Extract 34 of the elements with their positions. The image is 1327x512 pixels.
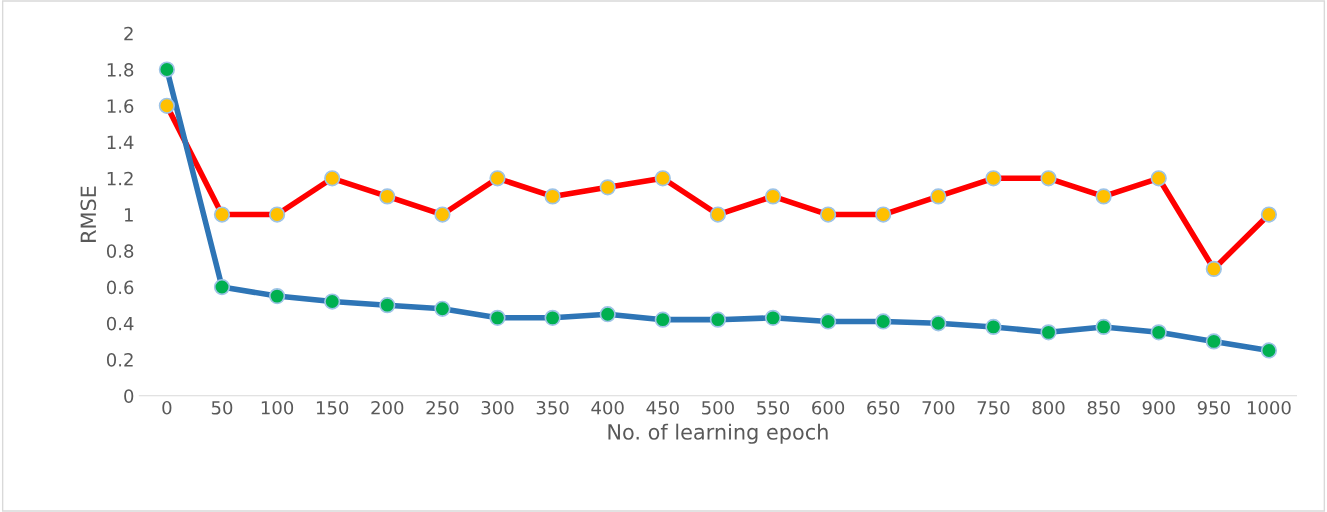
y-tick-label: 1.4 xyxy=(107,135,134,149)
x-tick-label: 650 xyxy=(867,400,900,415)
x-tick-label: 800 xyxy=(1032,400,1065,415)
x-tick-label: 50 xyxy=(211,400,233,415)
y-tick-label: 1 xyxy=(124,208,133,222)
y-tick-label: 0.4 xyxy=(106,316,134,331)
y-tick-label: 0 xyxy=(124,389,134,403)
y-tick-label: 0.2 xyxy=(106,352,133,367)
y-tick-label: 1.6 xyxy=(107,99,134,113)
y-tick-label: 1.2 xyxy=(107,171,133,186)
x-tick-label: 950 xyxy=(1197,400,1230,415)
y-tick-label: 1.8 xyxy=(107,62,134,77)
x-tick-label: 200 xyxy=(371,400,404,415)
y-tick-label: 2 xyxy=(124,26,133,41)
x-tick-label: 0 xyxy=(162,400,172,415)
y-axis-title: RMSE xyxy=(80,186,97,242)
x-tick-label: 150 xyxy=(316,400,349,415)
x-tick-label: 500 xyxy=(702,400,734,415)
y-tick-label: 0.8 xyxy=(106,244,134,258)
x-tick-label: 350 xyxy=(536,400,569,415)
x-tick-label: 1000 xyxy=(1247,400,1291,415)
x-tick-label: 400 xyxy=(591,400,624,415)
x-tick-label: 850 xyxy=(1087,400,1120,415)
x-tick-label: 750 xyxy=(977,400,1010,415)
x-tick-label: 300 xyxy=(481,400,514,415)
x-tick-label: 700 xyxy=(922,400,955,415)
y-tick-label: 0.6 xyxy=(106,280,134,295)
x-axis-title: No. of learning epoch xyxy=(608,423,828,444)
x-tick-label: 250 xyxy=(426,400,459,415)
x-tick-label: 550 xyxy=(757,400,790,415)
x-tick-label: 100 xyxy=(261,400,294,415)
x-tick-label: 600 xyxy=(812,400,845,415)
x-tick-label: 450 xyxy=(646,400,679,415)
x-tick-label: 900 xyxy=(1142,400,1175,415)
